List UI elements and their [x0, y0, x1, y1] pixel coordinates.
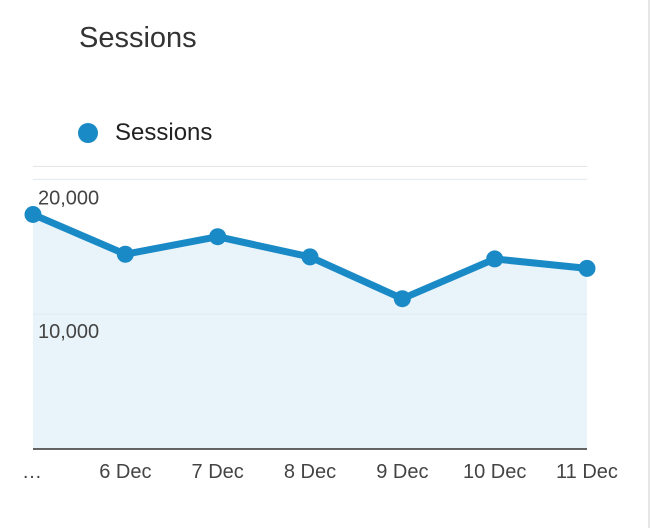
data-point-2[interactable] [209, 228, 227, 246]
data-point-4[interactable] [393, 290, 411, 308]
x-tick-label: 10 Dec [463, 461, 526, 483]
x-tick-label: 8 Dec [284, 461, 336, 483]
series-area-fill [33, 214, 587, 449]
y-tick-label: 10,000 [38, 321, 99, 343]
data-point-5[interactable] [486, 250, 504, 268]
y-tick-label: 20,000 [38, 187, 99, 209]
chart-legend[interactable]: Sessions [78, 119, 212, 147]
panel-right-border [648, 0, 650, 528]
x-tick-label: 9 Dec [376, 461, 428, 483]
x-tick-label: … [22, 461, 42, 483]
legend-swatch [78, 123, 98, 143]
chart-title: Sessions [79, 22, 197, 54]
x-tick-label: 6 Dec [99, 461, 151, 483]
data-point-1[interactable] [116, 245, 134, 263]
data-point-0[interactable] [24, 205, 42, 223]
data-point-3[interactable] [301, 248, 319, 266]
data-point-6[interactable] [578, 259, 596, 277]
legend-label: Sessions [115, 119, 213, 146]
x-tick-label: 7 Dec [192, 461, 244, 483]
x-tick-label: 11 Dec [556, 461, 618, 483]
